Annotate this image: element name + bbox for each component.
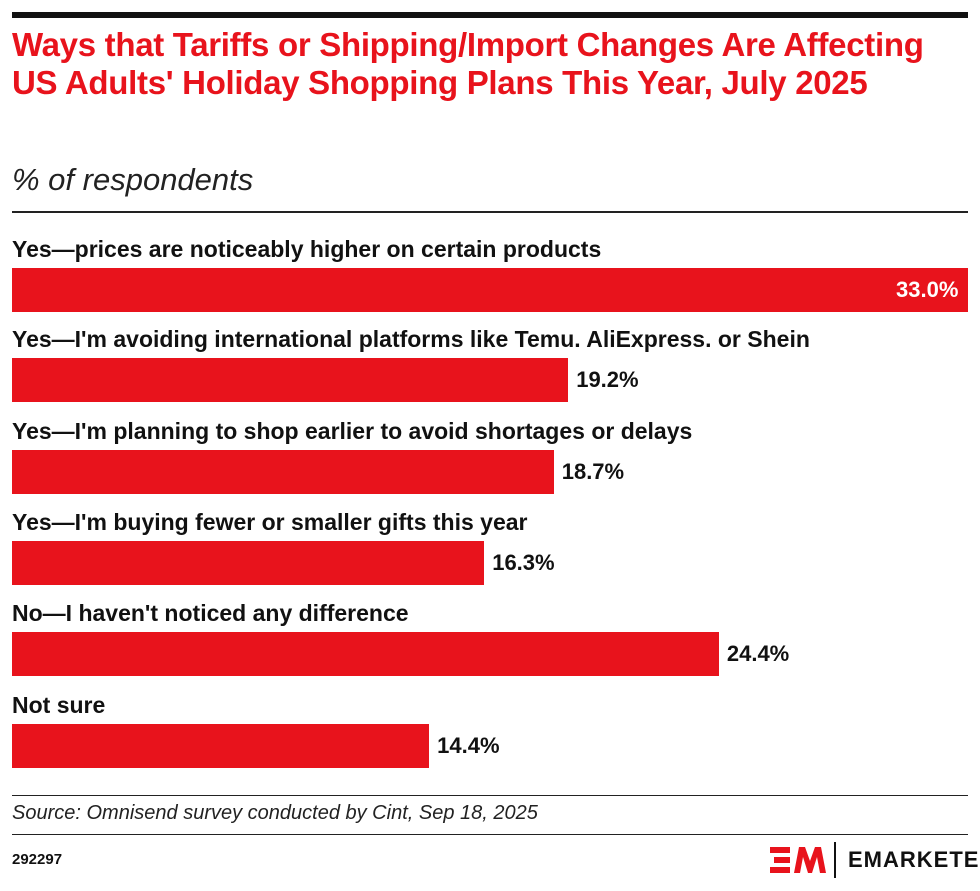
top-rule — [12, 12, 968, 18]
value-label: 14.4% — [437, 733, 500, 758]
emarketer-logo: EMARKETER — [770, 842, 980, 878]
footer-bottom-divider — [12, 834, 968, 835]
category-label: Yes—I'm avoiding international platforms… — [12, 326, 810, 352]
logo-separator — [834, 842, 836, 878]
chart-title: Ways that Tariffs or Shipping/Import Cha… — [12, 26, 924, 101]
category-label: Yes—prices are noticeably higher on cert… — [12, 236, 602, 262]
logo-text: EMARKETER — [848, 847, 980, 872]
chart-subtitle: % of respondents — [12, 162, 254, 197]
category-label: Not sure — [12, 692, 106, 718]
source-note: Source: Omnisend survey conducted by Cin… — [12, 802, 538, 824]
chart-id: 292297 — [12, 851, 63, 868]
bar — [12, 541, 485, 585]
value-label: 33.0% — [896, 277, 959, 302]
category-label: Yes—I'm buying fewer or smaller gifts th… — [12, 509, 528, 535]
em-logo-icon — [770, 847, 826, 873]
category-label: Yes—I'm planning to shop earlier to avoi… — [12, 418, 693, 444]
bar — [12, 358, 569, 402]
bar — [12, 450, 554, 494]
value-label: 24.4% — [726, 641, 790, 666]
category-label: No—I haven't noticed any difference — [12, 600, 409, 626]
bar — [12, 724, 430, 768]
value-label: 16.3% — [492, 550, 555, 575]
bar — [12, 268, 968, 312]
value-label: 19.2% — [576, 367, 639, 392]
footer-divider — [12, 795, 968, 796]
header-divider — [12, 211, 968, 213]
bar — [12, 632, 719, 676]
value-label: 18.7% — [561, 459, 625, 484]
